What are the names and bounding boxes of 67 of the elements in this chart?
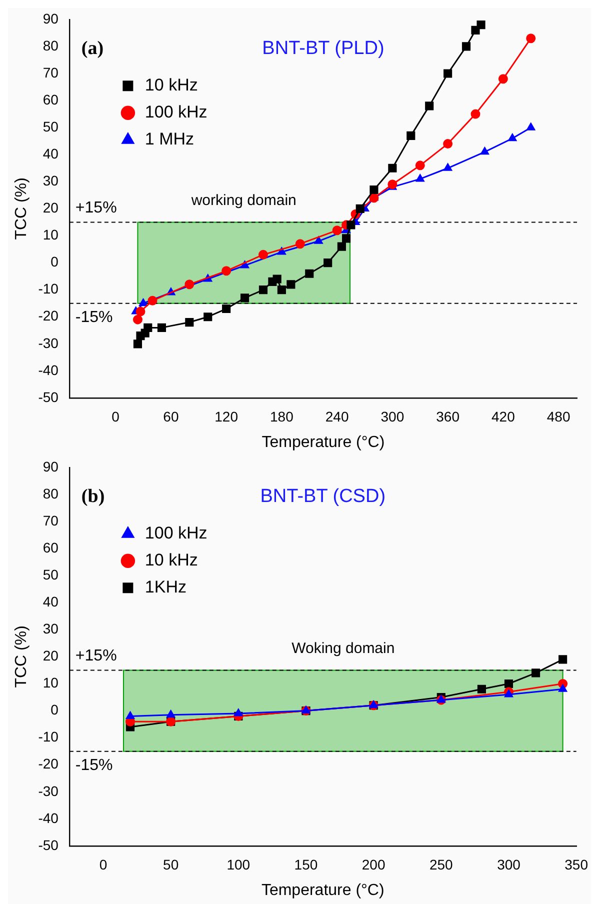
ref-line-label: -15% [75,756,113,774]
ref-line-label: +15% [75,648,117,665]
y-tick-label: 20 [42,648,59,664]
y-tick-label: 10 [42,674,59,691]
x-tick-label: 300 [497,856,521,872]
x-tick-label: 240 [325,408,349,424]
y-tick-label: -20 [38,308,59,324]
legend-label: 1KHz [144,578,187,597]
x-tick-label: 0 [99,856,108,872]
x-tick-label: 100 [226,856,250,872]
annotation: (a) [81,38,104,59]
x-tick-label: 150 [294,856,318,872]
x-axis-title: Temperature (°C) [261,882,384,899]
y-tick-label: -50 [38,388,59,405]
x-tick-label: 250 [429,856,454,872]
annotation: (b) [81,486,105,507]
y-axis-title: TCC (%) [13,626,30,688]
y-axis-title: TCC (%) [13,178,30,240]
y-tick-label: 70 [42,64,59,80]
y-tick-label: 40 [42,593,59,610]
legend-label: 1 MHz [144,130,194,149]
text: BNT-BT (CSD) [260,486,386,508]
y-tick-label: 0 [50,254,59,270]
y-tick-label: 20 [42,200,59,216]
y-tick-label: 0 [50,702,59,718]
x-axis-title: Temperature (°C) [262,434,385,451]
y-tick-label: 30 [42,172,59,189]
y-tick-label: 40 [42,145,59,162]
x-tick-label: 180 [270,408,294,424]
y-tick-label: -50 [38,836,59,853]
ref-line-label: -15% [75,308,113,326]
y-tick-label: 80 [42,37,59,54]
x-tick-label: 60 [163,408,179,424]
legend-label: 10 kHz [144,550,198,570]
y-tick-label: -40 [38,362,59,378]
text: BNT-BT (PLD) [262,38,384,60]
y-tick-label: 60 [42,91,59,108]
x-tick-label: 420 [491,408,516,424]
y-tick-label: 90 [42,10,59,26]
legend-label: 100 kHz [144,524,208,543]
x-tick-label: 480 [546,408,570,424]
x-tick-label: 360 [436,408,460,424]
x-tick-label: 0 [112,408,120,424]
y-tick-label: -20 [38,756,59,772]
y-tick-label: -30 [38,782,59,799]
y-tick-label: 60 [42,539,59,556]
y-tick-label: -10 [38,280,59,297]
y-tick-label: 50 [42,118,59,134]
band-label: working domain [190,192,296,209]
y-tick-label: 50 [42,566,59,582]
y-tick-label: 10 [42,226,59,243]
y-tick-label: 80 [42,485,59,502]
ref-line-label: +15% [75,200,117,217]
legend-label: 10 kHz [144,76,198,95]
x-tick-label: 300 [380,408,404,424]
x-tick-label: 50 [163,856,179,872]
y-tick-label: -40 [38,810,59,826]
x-tick-label: 350 [564,856,588,872]
y-tick-label: 90 [42,458,59,474]
y-tick-label: 30 [42,620,59,637]
legend-label: 100 kHz [144,102,208,122]
y-tick-label: -10 [38,728,59,745]
band-label: Woking domain [292,640,395,657]
x-tick-label: 200 [362,856,386,872]
y-tick-label: 70 [42,512,59,528]
x-tick-label: 120 [214,408,238,424]
y-tick-label: -30 [38,334,59,351]
